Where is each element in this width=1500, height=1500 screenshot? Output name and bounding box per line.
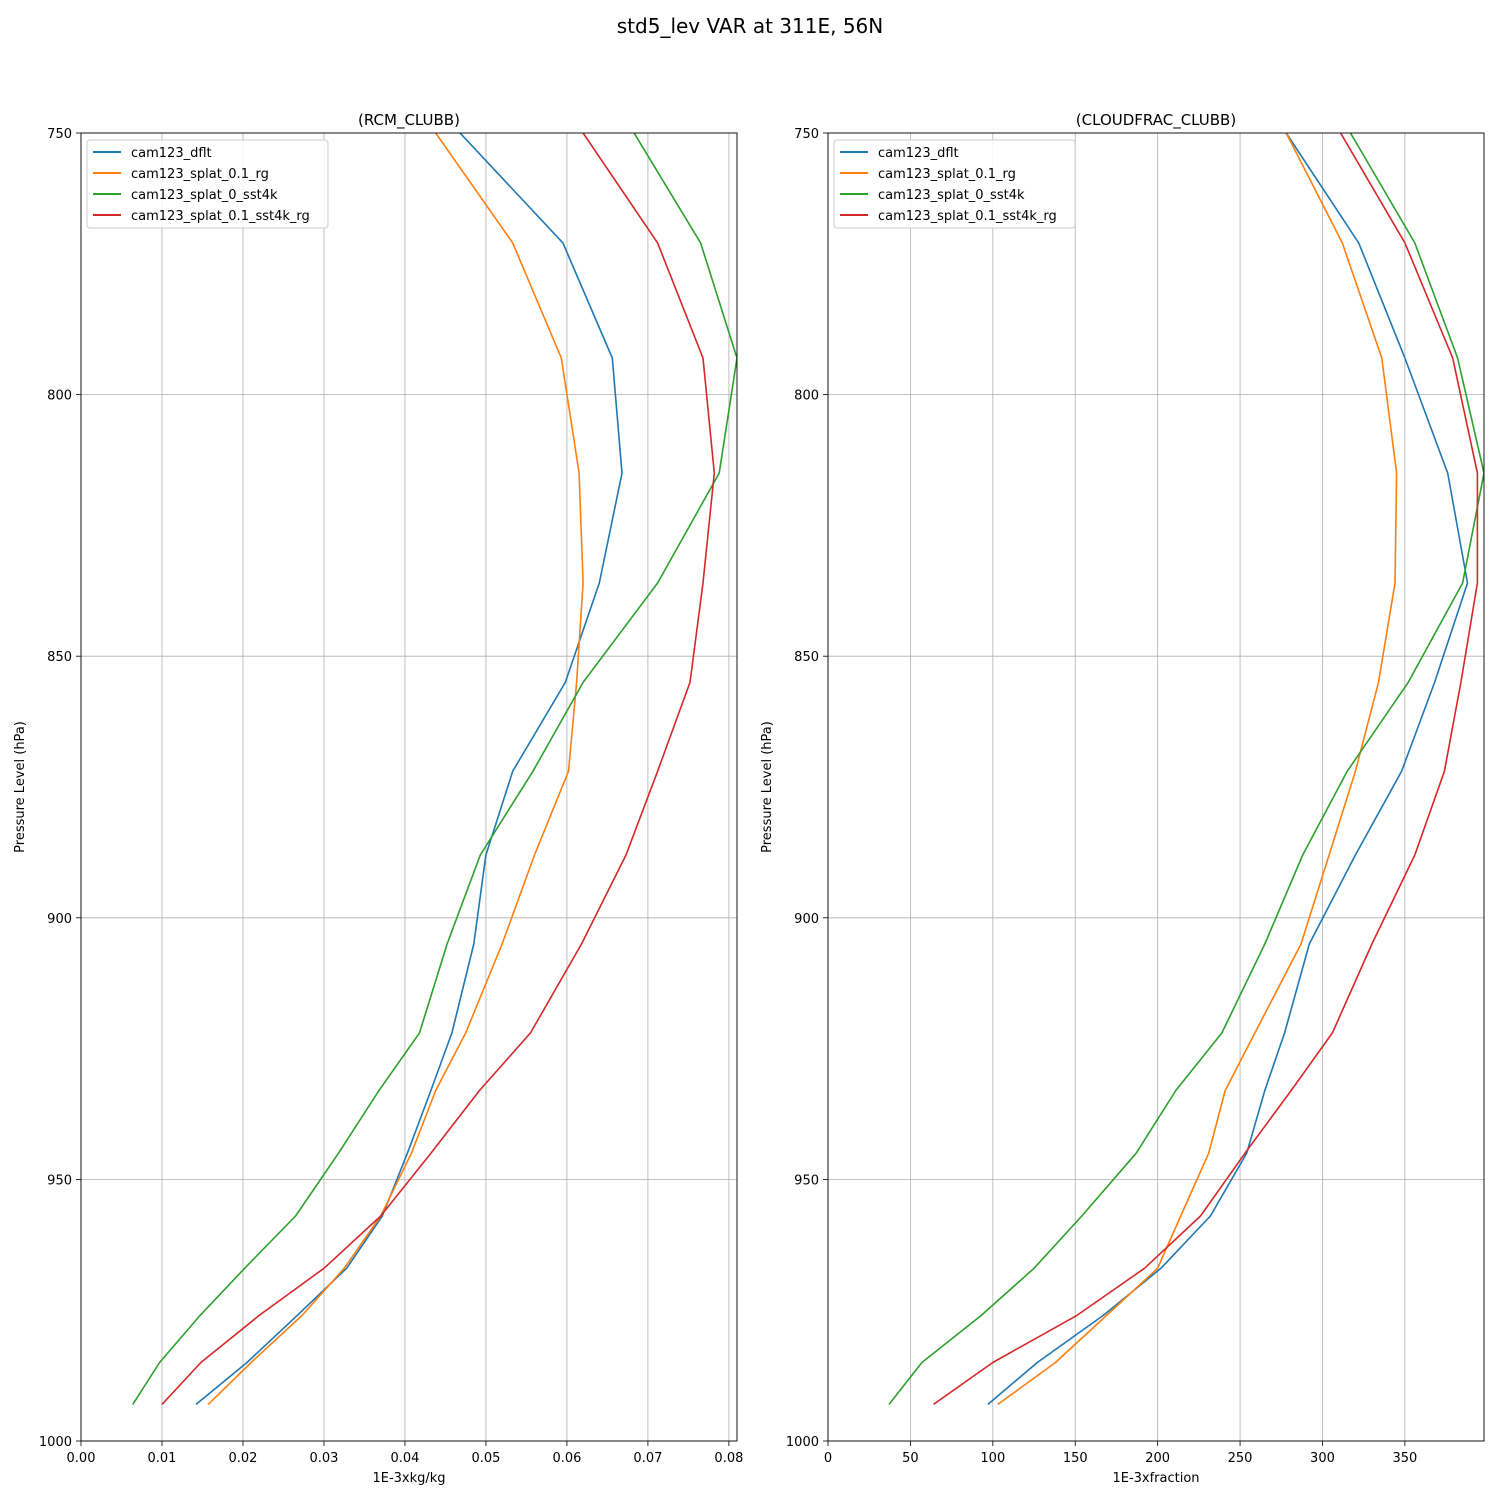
x-tick-label: 0 xyxy=(824,1451,832,1466)
y-tick-label: 800 xyxy=(47,389,72,404)
y-tick-label: 850 xyxy=(794,650,819,665)
y-tick-label: 900 xyxy=(47,912,72,927)
x-tick-label: 0.03 xyxy=(309,1451,338,1466)
x-tick-label: 0.05 xyxy=(471,1451,500,1466)
x-tick-label: 0.01 xyxy=(148,1451,177,1466)
series-line-cam123_dflt xyxy=(987,133,1469,1406)
plot-frame xyxy=(827,132,1485,1442)
legend-label: cam123_splat_0.1_sst4k_rg xyxy=(878,209,1057,224)
x-tick-label: 250 xyxy=(1228,1451,1253,1466)
x-tick-label: 350 xyxy=(1392,1451,1417,1466)
y-tick-label: 950 xyxy=(47,1173,72,1188)
y-tick-label: 750 xyxy=(47,127,72,142)
legend-label: cam123_splat_0.1_rg xyxy=(878,167,1016,182)
y-tick-label: 900 xyxy=(794,912,819,927)
y-axis-label: Pressure Level (hPa) xyxy=(760,721,775,853)
x-tick-label: 0.04 xyxy=(390,1451,419,1466)
x-tick-label: 300 xyxy=(1310,1451,1335,1466)
legend-label: cam123_splat_0_sst4k xyxy=(131,188,278,203)
series-line-cam123_splat_0_sst4k xyxy=(888,133,1484,1405)
legend-label: cam123_dflt xyxy=(131,146,212,161)
plot-frame xyxy=(80,132,738,1442)
x-axis-label: 1E-3xkg/kg xyxy=(372,1471,445,1486)
x-tick-label: 0.08 xyxy=(714,1451,743,1466)
y-axis-label: Pressure Level (hPa) xyxy=(13,721,28,853)
figure-title: std5_lev VAR at 311E, 56N xyxy=(616,14,884,38)
legend-label: cam123_dflt xyxy=(878,146,959,161)
x-tick-label: 100 xyxy=(980,1451,1005,1466)
series-line-cam123_dflt xyxy=(195,133,623,1406)
series-line-cam123_splat_0.1_sst4k_rg xyxy=(933,133,1479,1406)
series-group xyxy=(132,133,737,1406)
x-tick-label: 150 xyxy=(1063,1451,1088,1466)
panel-2: 0 50 100 150 200 250 300 350 750 800 850 900 950 1000… xyxy=(760,111,1485,1486)
x-tick-label: 0.07 xyxy=(633,1451,662,1466)
legend-box xyxy=(86,139,329,229)
series-line-cam123_splat_0_sst4k xyxy=(132,133,737,1405)
legend-label: cam123_splat_0.1_sst4k_rg xyxy=(131,209,310,224)
y-tick-label: 750 xyxy=(794,127,819,142)
series-group xyxy=(888,133,1484,1406)
legend-label: cam123_splat_0.1_rg xyxy=(131,167,269,182)
series-line-cam123_splat_0.1_sst4k_rg xyxy=(161,133,716,1405)
panel-title: (RCM_CLUBB) xyxy=(358,111,460,130)
legend-label: cam123_splat_0_sst4k xyxy=(878,188,1025,203)
x-tick-label: 0.06 xyxy=(552,1451,581,1466)
legend-box xyxy=(833,139,1076,229)
panel-title: (CLOUDFRAC_CLUBB) xyxy=(1076,111,1236,130)
y-tick-label: 1000 xyxy=(786,1435,819,1450)
x-tick-label: 200 xyxy=(1145,1451,1170,1466)
series-line-cam123_splat_0.1_rg xyxy=(997,133,1398,1406)
x-tick-label: 0.00 xyxy=(67,1451,96,1466)
y-tick-label: 950 xyxy=(794,1173,819,1188)
series-line-cam123_splat_0.1_rg xyxy=(207,133,584,1405)
y-tick-label: 850 xyxy=(47,650,72,665)
x-axis-label: 1E-3xfraction xyxy=(1112,1471,1199,1486)
y-tick-label: 1000 xyxy=(39,1435,72,1450)
x-tick-label: 0.02 xyxy=(228,1451,257,1466)
y-tick-label: 800 xyxy=(794,389,819,404)
panel-1: 0.00 0.01 0.02 0.03 0.04 0.05 0.06 0.07 0.08 750 8… xyxy=(13,111,743,1486)
x-tick-label: 50 xyxy=(902,1451,919,1466)
